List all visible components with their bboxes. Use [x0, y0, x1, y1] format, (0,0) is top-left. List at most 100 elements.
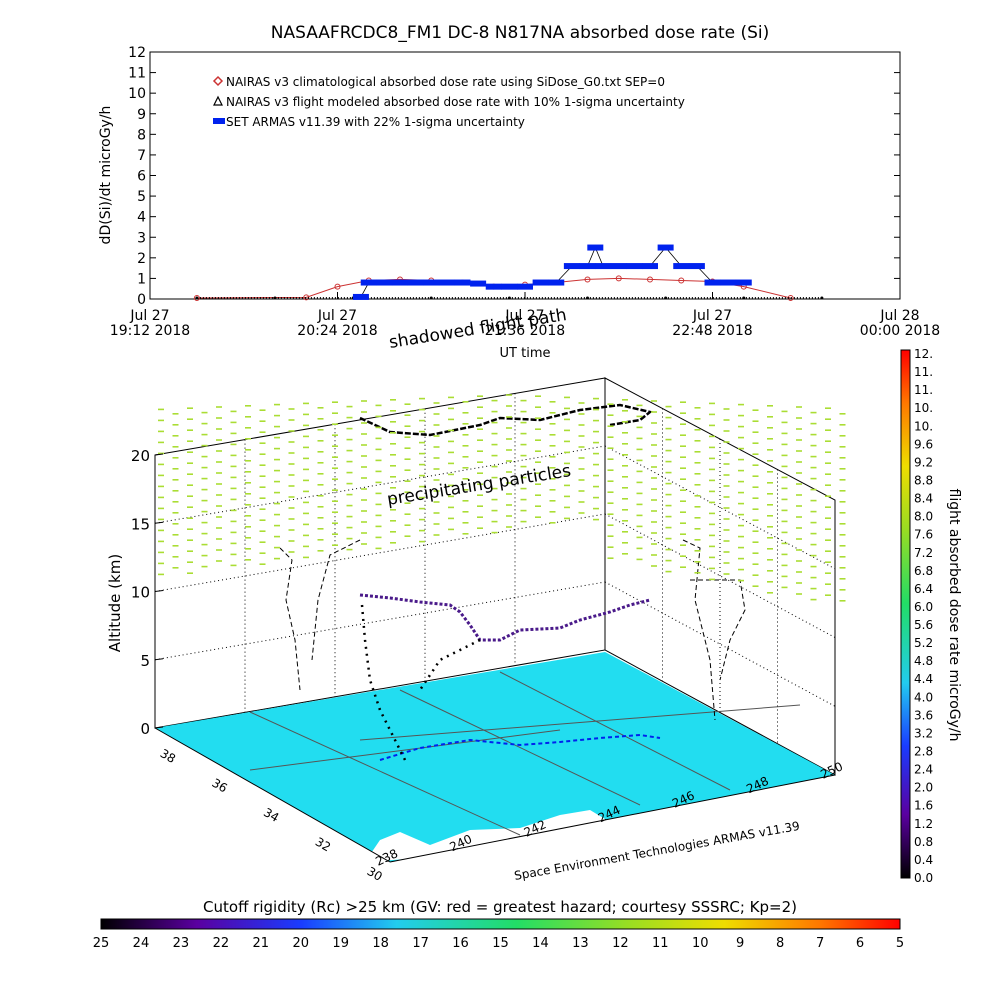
- top-x-tick-label-date: Jul 27: [692, 308, 732, 324]
- grid-line: [154, 513, 606, 592]
- lat-axis-line: [154, 727, 391, 863]
- data-point: [193, 294, 200, 301]
- top-y-tick-label: 0: [137, 292, 146, 308]
- altitude-tick-label: 20: [131, 447, 150, 465]
- data-point: [720, 279, 737, 286]
- data-point: [626, 263, 643, 270]
- legend-label: NAIRAS v3 flight modeled absorbed dose r…: [226, 95, 685, 109]
- dose-rate-colorbar-tick-label: 9.2: [914, 455, 933, 469]
- altitude-tick-mark: [154, 521, 164, 524]
- latitude-ticks: 38 36 34 32 30: [158, 746, 385, 884]
- top-y-tick-label: 11: [128, 66, 146, 82]
- top-y-tick-label: 6: [137, 169, 146, 185]
- dose-rate-colorbar-tick-label: 3.2: [914, 726, 933, 740]
- dose-rate-colorbar-label: flight absorbed dose rate microGy/h: [946, 489, 962, 742]
- top-plot-frame: [149, 51, 901, 300]
- data-point: [615, 275, 622, 282]
- cutoff-rigidity-tick-label: 9: [736, 936, 744, 951]
- cutoff-rigidity-tick-label: 17: [412, 936, 429, 951]
- dose-rate-colorbar: 0.0 0.4 0.8 1.2 1.6 2.0 2.4 2.8 3.2 3.6 4.0 4.4 4.8 5…: [900, 347, 962, 885]
- legend-entry: NAIRAS v3 flight modeled absorbed dose r…: [213, 95, 685, 109]
- data-point: [485, 283, 502, 290]
- data-point: [501, 283, 518, 290]
- data-point: [595, 263, 612, 270]
- altitude-tick-label: 5: [140, 652, 150, 670]
- grid-line: [154, 581, 606, 661]
- dose-rate-colorbar-tick-label: 7.6: [914, 528, 933, 542]
- dose-rate-colorbar-tick-label: 12.: [914, 347, 933, 361]
- floor-map-borders: [249, 671, 801, 836]
- altitude-tick-mark: [154, 453, 164, 456]
- dose-rate-colorbar-tick-label: 3.6: [914, 708, 933, 722]
- annotation-precipitating-particles: precipitating particles: [386, 461, 573, 510]
- legend-marker-diamond: [212, 75, 224, 87]
- dose-rate-colorbar-tick-label: 8.0: [914, 510, 933, 524]
- dose-rate-colorbar-tick-label: 6.8: [914, 564, 933, 578]
- floor-map-region: [155, 652, 835, 862]
- data-point: [610, 263, 627, 270]
- top-y-tick-label: 5: [137, 189, 146, 205]
- dose-rate-colorbar-tick-label: 2.0: [914, 781, 933, 795]
- legend-label: NAIRAS v3 climatological absorbed dose r…: [226, 75, 665, 89]
- altitude-tick-label: 15: [131, 515, 150, 533]
- top-y-tick-label: 2: [137, 251, 146, 267]
- cutoff-rigidity-tick-label: 19: [332, 936, 349, 951]
- top-x-tick-label-time: 19:12 2018: [110, 323, 190, 339]
- legend-entry: NAIRAS v3 climatological absorbed dose r…: [212, 75, 665, 89]
- wall-projection-left: [279, 539, 361, 691]
- latitude-tick-label: 30: [365, 864, 385, 884]
- legend-label: SET ARMAS v11.39 with 22% 1-sigma uncert…: [226, 115, 525, 129]
- altitude-tick-mark: [154, 726, 164, 729]
- cutoff-rigidity-tick-label: 14: [532, 936, 549, 951]
- data-point: [642, 263, 658, 270]
- top-y-tick-label: 3: [137, 230, 146, 246]
- data-point: [673, 263, 690, 270]
- top-x-tick-label-time: 21:36 2018: [485, 323, 565, 339]
- altitude-axis-label: Altitude (km): [106, 554, 124, 652]
- top-x-axis-label: UT time: [500, 346, 551, 361]
- data-point: [587, 244, 604, 251]
- legend-marker-triangle: [213, 95, 223, 106]
- data-point: [704, 279, 721, 286]
- data-point: [678, 277, 685, 284]
- top-x-tick-label-date: Jul 27: [317, 308, 357, 324]
- data-point: [664, 296, 668, 300]
- top-legend: NAIRAS v3 climatological absorbed dose r…: [212, 75, 685, 129]
- data-point: [392, 279, 408, 286]
- dose-rate-colorbar-tick-label: 11.: [914, 383, 933, 397]
- data-point: [352, 293, 369, 300]
- cutoff-rigidity-tick-label: 11: [652, 936, 669, 951]
- top-x-tick-label-time: 20:24 2018: [297, 323, 377, 339]
- latitude-tick-label: 38: [158, 746, 178, 766]
- dose-rate-colorbar-tick-label: 0.4: [914, 853, 933, 867]
- data-point: [507, 296, 511, 300]
- dose-rate-colorbar-tick-label: 4.0: [914, 690, 933, 704]
- latitude-tick-label: 36: [209, 776, 229, 796]
- dose-rate-colorbar-tick-label: 6.0: [914, 600, 933, 614]
- top-x-tick-label-date: Jul 27: [504, 308, 544, 324]
- dose-rate-colorbar-tick-label: 1.2: [914, 817, 933, 831]
- dose-rate-colorbar-tick-label: 4.8: [914, 654, 933, 668]
- data-point: [517, 283, 533, 290]
- dose-rate-colorbar-tick-label: 7.2: [914, 546, 933, 560]
- data-point: [532, 279, 549, 286]
- dose-rate-colorbar-tick-label: 8.4: [914, 492, 933, 506]
- data-point: [647, 276, 653, 283]
- cutoff-rigidity-title: Cutoff rigidity (Rc) >25 km (GV: red = g…: [203, 898, 797, 916]
- dose-rate-colorbar-gradient: [900, 349, 911, 879]
- grid-lines-3d: [154, 393, 836, 744]
- cutoff-rigidity-tick-label: 16: [452, 936, 469, 951]
- lon-axis-line: [389, 774, 836, 863]
- data-point: [579, 263, 596, 270]
- dose-rate-colorbar-tick-label: 4.4: [914, 672, 933, 686]
- latitude-tick-label: 32: [313, 835, 333, 855]
- top-y-tick-label: 7: [137, 148, 146, 164]
- cutoff-rigidity-ticks: 25 24 23 22 21 20 19 18 17 16 15 14 13 12 11 10 9 8 7 6 5: [93, 936, 904, 951]
- precipitating-particles-field: [158, 394, 846, 602]
- flight-climb-3d: [360, 604, 407, 761]
- data-point: [429, 296, 433, 300]
- top-y-tick-label: 4: [137, 210, 146, 226]
